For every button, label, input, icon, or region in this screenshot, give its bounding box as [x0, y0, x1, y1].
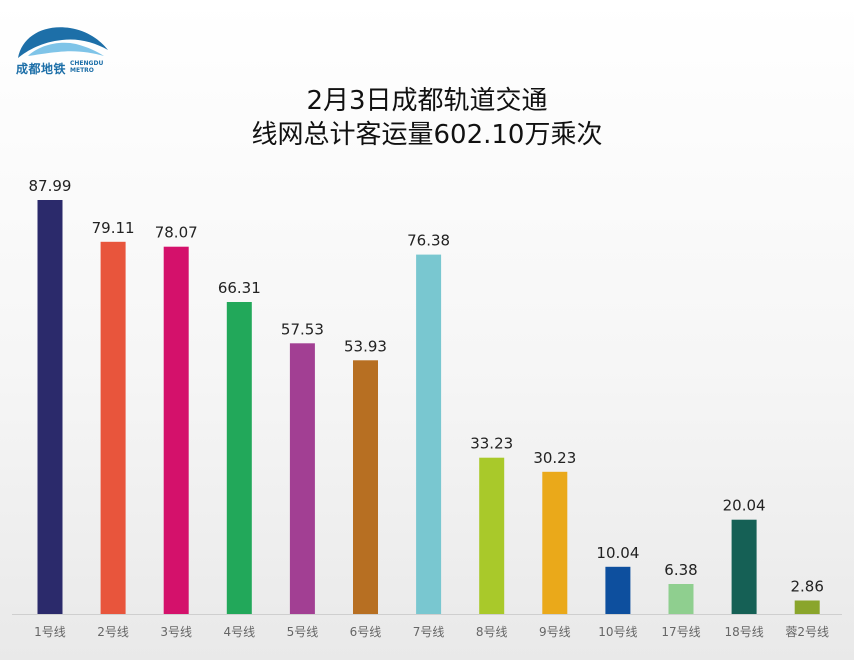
- category-label: 5号线: [287, 625, 319, 639]
- value-label: 33.23: [470, 435, 513, 453]
- category-label: 7号线: [413, 625, 445, 639]
- category-label: 9号线: [539, 625, 571, 639]
- value-label: 20.04: [723, 497, 766, 515]
- chengdu-metro-logo-icon: [18, 27, 108, 58]
- chengdu-metro-logo: 成都地铁 CHENGDU METRO: [14, 22, 124, 78]
- bar: [479, 457, 505, 614]
- category-label: 2号线: [97, 625, 129, 639]
- bar: [668, 584, 694, 614]
- bar: [289, 343, 315, 614]
- category-label: 6号线: [350, 625, 382, 639]
- bar: [731, 519, 757, 614]
- category-label: 4号线: [223, 625, 255, 639]
- value-label: 57.53: [281, 320, 324, 338]
- category-label: 18号线: [724, 625, 763, 639]
- value-label: 2.86: [790, 578, 823, 596]
- bar: [794, 600, 820, 614]
- bar: [605, 566, 631, 614]
- category-label: 1号线: [34, 625, 66, 639]
- bar: [37, 200, 63, 614]
- value-label: 66.31: [218, 279, 261, 297]
- value-label: 78.07: [155, 224, 198, 242]
- bar: [416, 254, 442, 614]
- category-label: 17号线: [661, 625, 700, 639]
- logo-name-en-line2: METRO: [70, 67, 94, 74]
- value-label: 53.93: [344, 337, 387, 355]
- logo-name-en-line1: CHENGDU: [70, 60, 104, 67]
- value-label: 6.38: [664, 561, 697, 579]
- bar: [100, 241, 126, 615]
- category-label: 3号线: [160, 625, 192, 639]
- bar: [226, 302, 252, 614]
- value-label: 10.04: [596, 544, 639, 562]
- bar: [353, 360, 378, 614]
- value-label: 87.99: [29, 177, 72, 195]
- category-label: 10号线: [598, 625, 637, 639]
- chart-title-line2: 线网总计客运量602.10万乘次: [251, 120, 603, 150]
- value-label: 76.38: [407, 232, 450, 250]
- logo-name-en: CHENGDU METRO: [70, 60, 120, 74]
- chart-title-line1: 2月3日成都轨道交通: [306, 86, 548, 116]
- category-label: 8号线: [476, 625, 508, 639]
- category-label: 蓉2号线: [785, 625, 829, 639]
- value-label: 79.11: [92, 219, 135, 237]
- value-label: 30.23: [533, 449, 576, 467]
- bar: [163, 246, 189, 614]
- logo-name-cn: 成都地铁: [16, 62, 67, 76]
- bar: [542, 471, 568, 614]
